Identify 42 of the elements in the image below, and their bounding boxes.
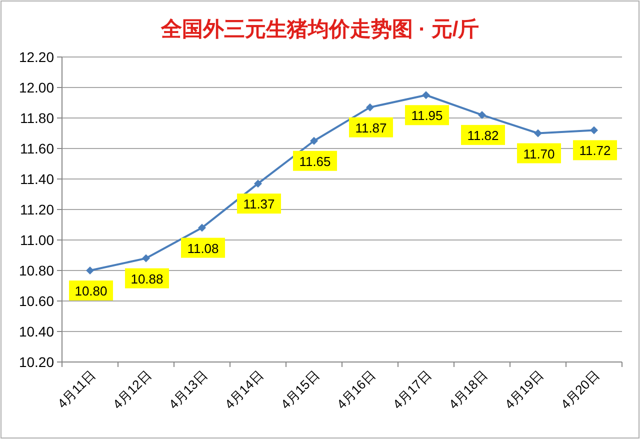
point	[366, 103, 374, 112]
x-tick-label: 4月13日	[166, 368, 210, 412]
y-tick-label: 11.20	[20, 202, 54, 218]
data-label: 10.88	[130, 271, 164, 286]
y-tick-label: 10.40	[18, 324, 54, 340]
data-label: 11.08	[187, 240, 219, 256]
y-tick-label: 10.80	[18, 262, 54, 278]
y-tick-label: 12.00	[18, 80, 54, 96]
data-label: 11.37	[243, 196, 275, 212]
data-label: 10.80	[74, 284, 108, 298]
x-tick-label: 4月18日	[446, 368, 490, 412]
y-tick-label: 11.80	[20, 110, 54, 126]
x-tick-label: 4月11日	[54, 368, 98, 412]
x-tick-label: 4月17日	[390, 368, 434, 412]
point	[590, 126, 598, 134]
point	[198, 224, 206, 232]
y-tick-label: 11.60	[20, 140, 54, 156]
data-label: 11.82	[467, 128, 499, 143]
data-label: 11.65	[299, 154, 331, 169]
x-tick-label: 4月20日	[558, 368, 602, 412]
y-tick-label: 10.60	[18, 293, 54, 309]
y-tick-label: 10.20	[18, 354, 54, 370]
y-tick-label: 12.20	[18, 49, 54, 65]
x-tick-label: 4月14日	[222, 368, 266, 412]
data-label: 11.95	[411, 108, 443, 124]
chart-title: 全国外三元生猪均价走势图 · 元/斤	[160, 17, 480, 41]
data-label: 11.70	[523, 146, 555, 162]
y-tick-label: 11.00	[20, 232, 54, 248]
point	[478, 110, 486, 119]
point	[310, 136, 318, 145]
point	[422, 91, 430, 100]
data-label: 11.87	[355, 120, 387, 136]
x-tick-label: 4月12日	[110, 368, 154, 412]
point	[534, 129, 542, 138]
x-tick-label: 4月16日	[334, 368, 378, 412]
x-tick-label: 4月15日	[278, 368, 322, 412]
point	[142, 254, 150, 262]
x-tick-label: 4月19日	[502, 368, 546, 412]
y-tick-label: 11.40	[20, 171, 54, 187]
data-label: 11.72	[579, 143, 611, 158]
point	[254, 180, 262, 188]
point	[86, 266, 94, 274]
